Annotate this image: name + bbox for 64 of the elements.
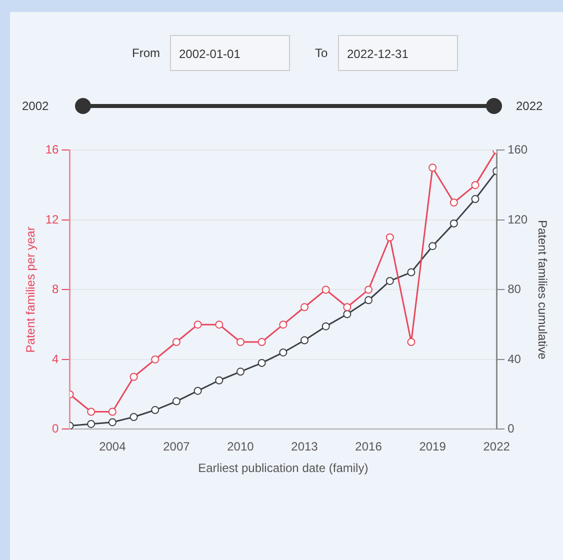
point: [428, 242, 437, 250]
point: [450, 219, 458, 228]
point: [258, 358, 266, 367]
point: [428, 164, 437, 172]
point: [258, 338, 266, 346]
point: [194, 320, 202, 329]
text: From: [132, 46, 160, 60]
point: [87, 420, 96, 428]
point: [87, 408, 96, 416]
point: [471, 195, 480, 204]
x-tick-label: 2019: [419, 440, 446, 454]
point: [386, 276, 394, 285]
y-tick-label: 12: [45, 212, 60, 226]
y-tick-label: 8: [52, 282, 60, 296]
y2-tick-label: 40: [508, 352, 522, 366]
point: [279, 348, 288, 356]
y2-axis-title: Patent families cumulative: [535, 220, 550, 360]
y-axis-title: Patent families per year: [24, 226, 38, 353]
point: [364, 296, 373, 304]
point: [236, 368, 244, 376]
point: [364, 286, 373, 294]
date-field: 2002-01-01: [170, 35, 290, 71]
point: [300, 336, 309, 344]
date-field: 2022-12-31: [338, 35, 458, 71]
point: [343, 303, 352, 312]
x-tick-label: 2010: [227, 440, 254, 454]
point: [471, 181, 480, 190]
text: 2022: [516, 99, 543, 113]
y2-tick-label: 160: [508, 142, 528, 157]
point: [108, 418, 116, 426]
x-axis-title: Earliest publication date (family): [198, 461, 368, 476]
x-tick-label: 2022: [483, 440, 510, 454]
point: [172, 338, 180, 346]
point: [279, 320, 288, 329]
point: [215, 376, 224, 384]
point: [108, 408, 116, 416]
point: [130, 412, 138, 421]
point: [151, 355, 160, 364]
y2-tick-label: 0: [508, 422, 515, 436]
point: [450, 198, 458, 207]
y-tick-label: 0: [52, 422, 60, 436]
point: [236, 338, 244, 346]
point: [130, 372, 138, 381]
point: [343, 310, 352, 318]
y2-tick-label: 120: [508, 212, 528, 226]
y2-tick-label: 80: [508, 282, 522, 296]
point: [172, 397, 180, 406]
point: [215, 320, 224, 329]
text: To: [315, 46, 328, 60]
point: [386, 233, 394, 242]
point: [151, 406, 160, 414]
y-tick-label: 16: [45, 142, 60, 157]
point: [194, 386, 202, 395]
x-tick-label: 2004: [99, 440, 126, 454]
point: [322, 322, 330, 330]
x-tick-label: 2016: [355, 440, 382, 454]
point: [300, 303, 309, 312]
x-tick-label: 2007: [163, 440, 190, 454]
text: 2002: [22, 99, 49, 113]
point: [407, 268, 416, 276]
point: [322, 286, 330, 294]
point: [407, 338, 416, 346]
y-tick-label: 4: [52, 352, 60, 366]
x-tick-label: 2013: [291, 440, 318, 454]
